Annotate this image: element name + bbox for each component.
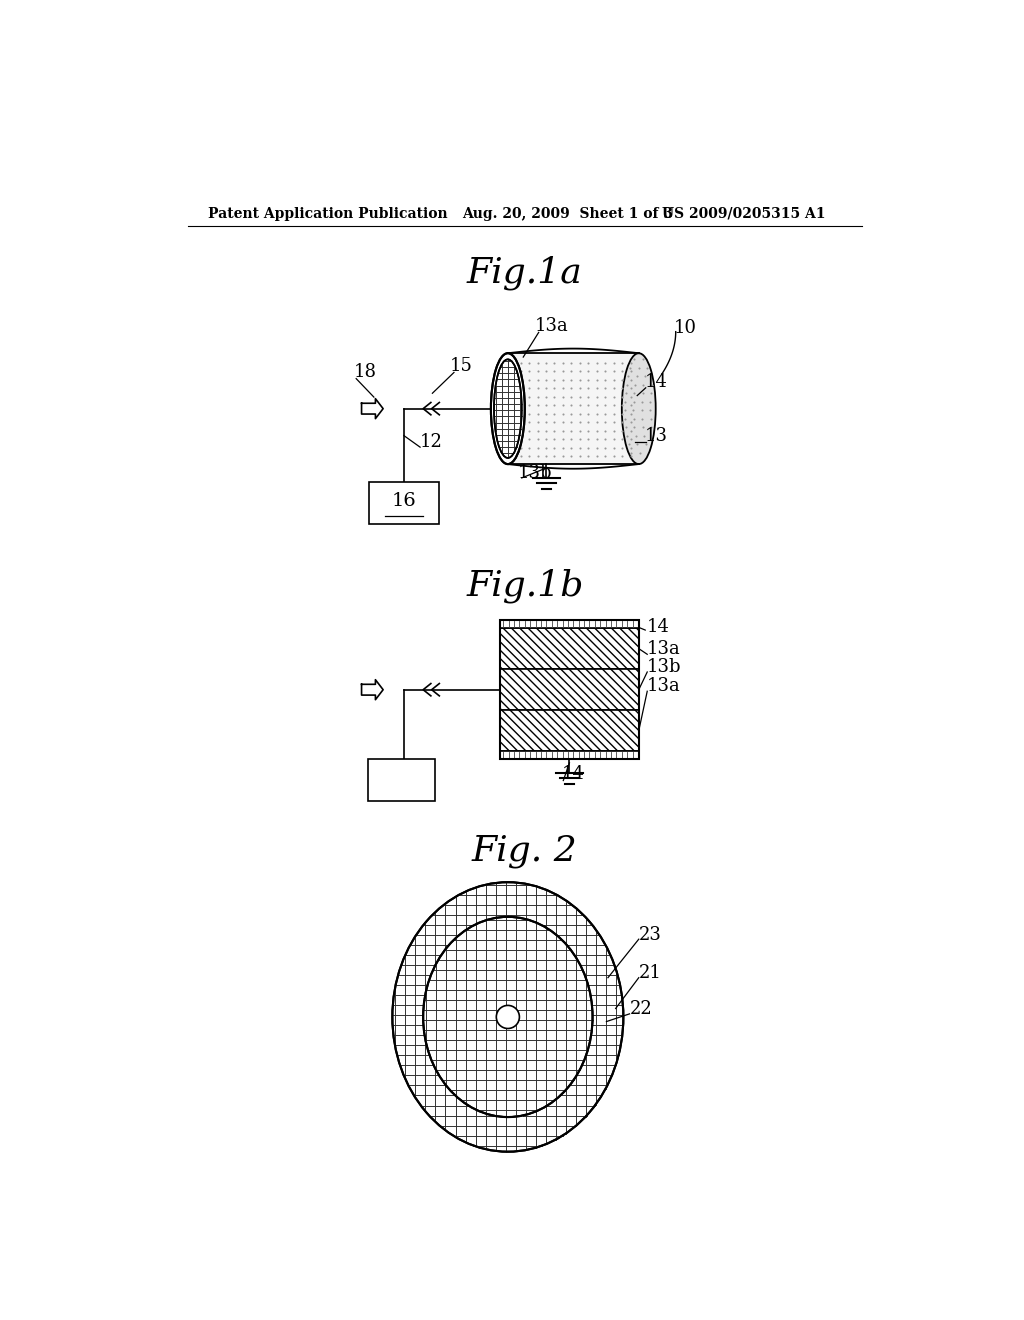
Ellipse shape [490, 354, 525, 465]
Bar [500, 751, 639, 759]
Text: 18: 18 [354, 363, 377, 381]
Bar [508, 354, 639, 465]
Text: Fig. 2: Fig. 2 [472, 834, 578, 869]
Text: 23: 23 [639, 925, 662, 944]
Ellipse shape [622, 354, 655, 465]
Text: Aug. 20, 2009  Sheet 1 of 3: Aug. 20, 2009 Sheet 1 of 3 [462, 207, 673, 220]
Bar [370, 482, 438, 524]
Text: Fig.1b: Fig.1b [466, 569, 584, 603]
Text: 14: 14 [645, 372, 668, 391]
Ellipse shape [423, 917, 593, 1117]
Text: 22: 22 [630, 1001, 652, 1018]
Circle shape [497, 1006, 519, 1028]
Bar [500, 669, 639, 710]
Text: 13a: 13a [535, 317, 568, 335]
Text: 13a: 13a [646, 677, 680, 694]
Text: 13b: 13b [646, 657, 681, 676]
Text: 13: 13 [645, 426, 668, 445]
Text: Patent Application Publication: Patent Application Publication [208, 207, 447, 220]
Text: 13a: 13a [646, 640, 680, 657]
Text: 16: 16 [391, 491, 417, 510]
Text: 21: 21 [639, 964, 662, 982]
Text: 12: 12 [419, 433, 442, 450]
Ellipse shape [494, 359, 521, 458]
Polygon shape [361, 680, 383, 700]
Text: 14: 14 [562, 766, 585, 783]
Text: 14: 14 [646, 618, 670, 635]
Text: US 2009/0205315 A1: US 2009/0205315 A1 [662, 207, 825, 220]
Bar [500, 620, 639, 759]
Bar [500, 710, 639, 751]
Bar [368, 759, 435, 801]
Bar [500, 620, 639, 628]
Text: Fig.1a: Fig.1a [467, 255, 583, 289]
Text: 15: 15 [451, 358, 473, 375]
Polygon shape [361, 399, 383, 418]
Text: 13b: 13b [518, 463, 552, 482]
Bar [500, 628, 639, 669]
Ellipse shape [392, 882, 624, 1151]
Text: 10: 10 [674, 319, 696, 337]
